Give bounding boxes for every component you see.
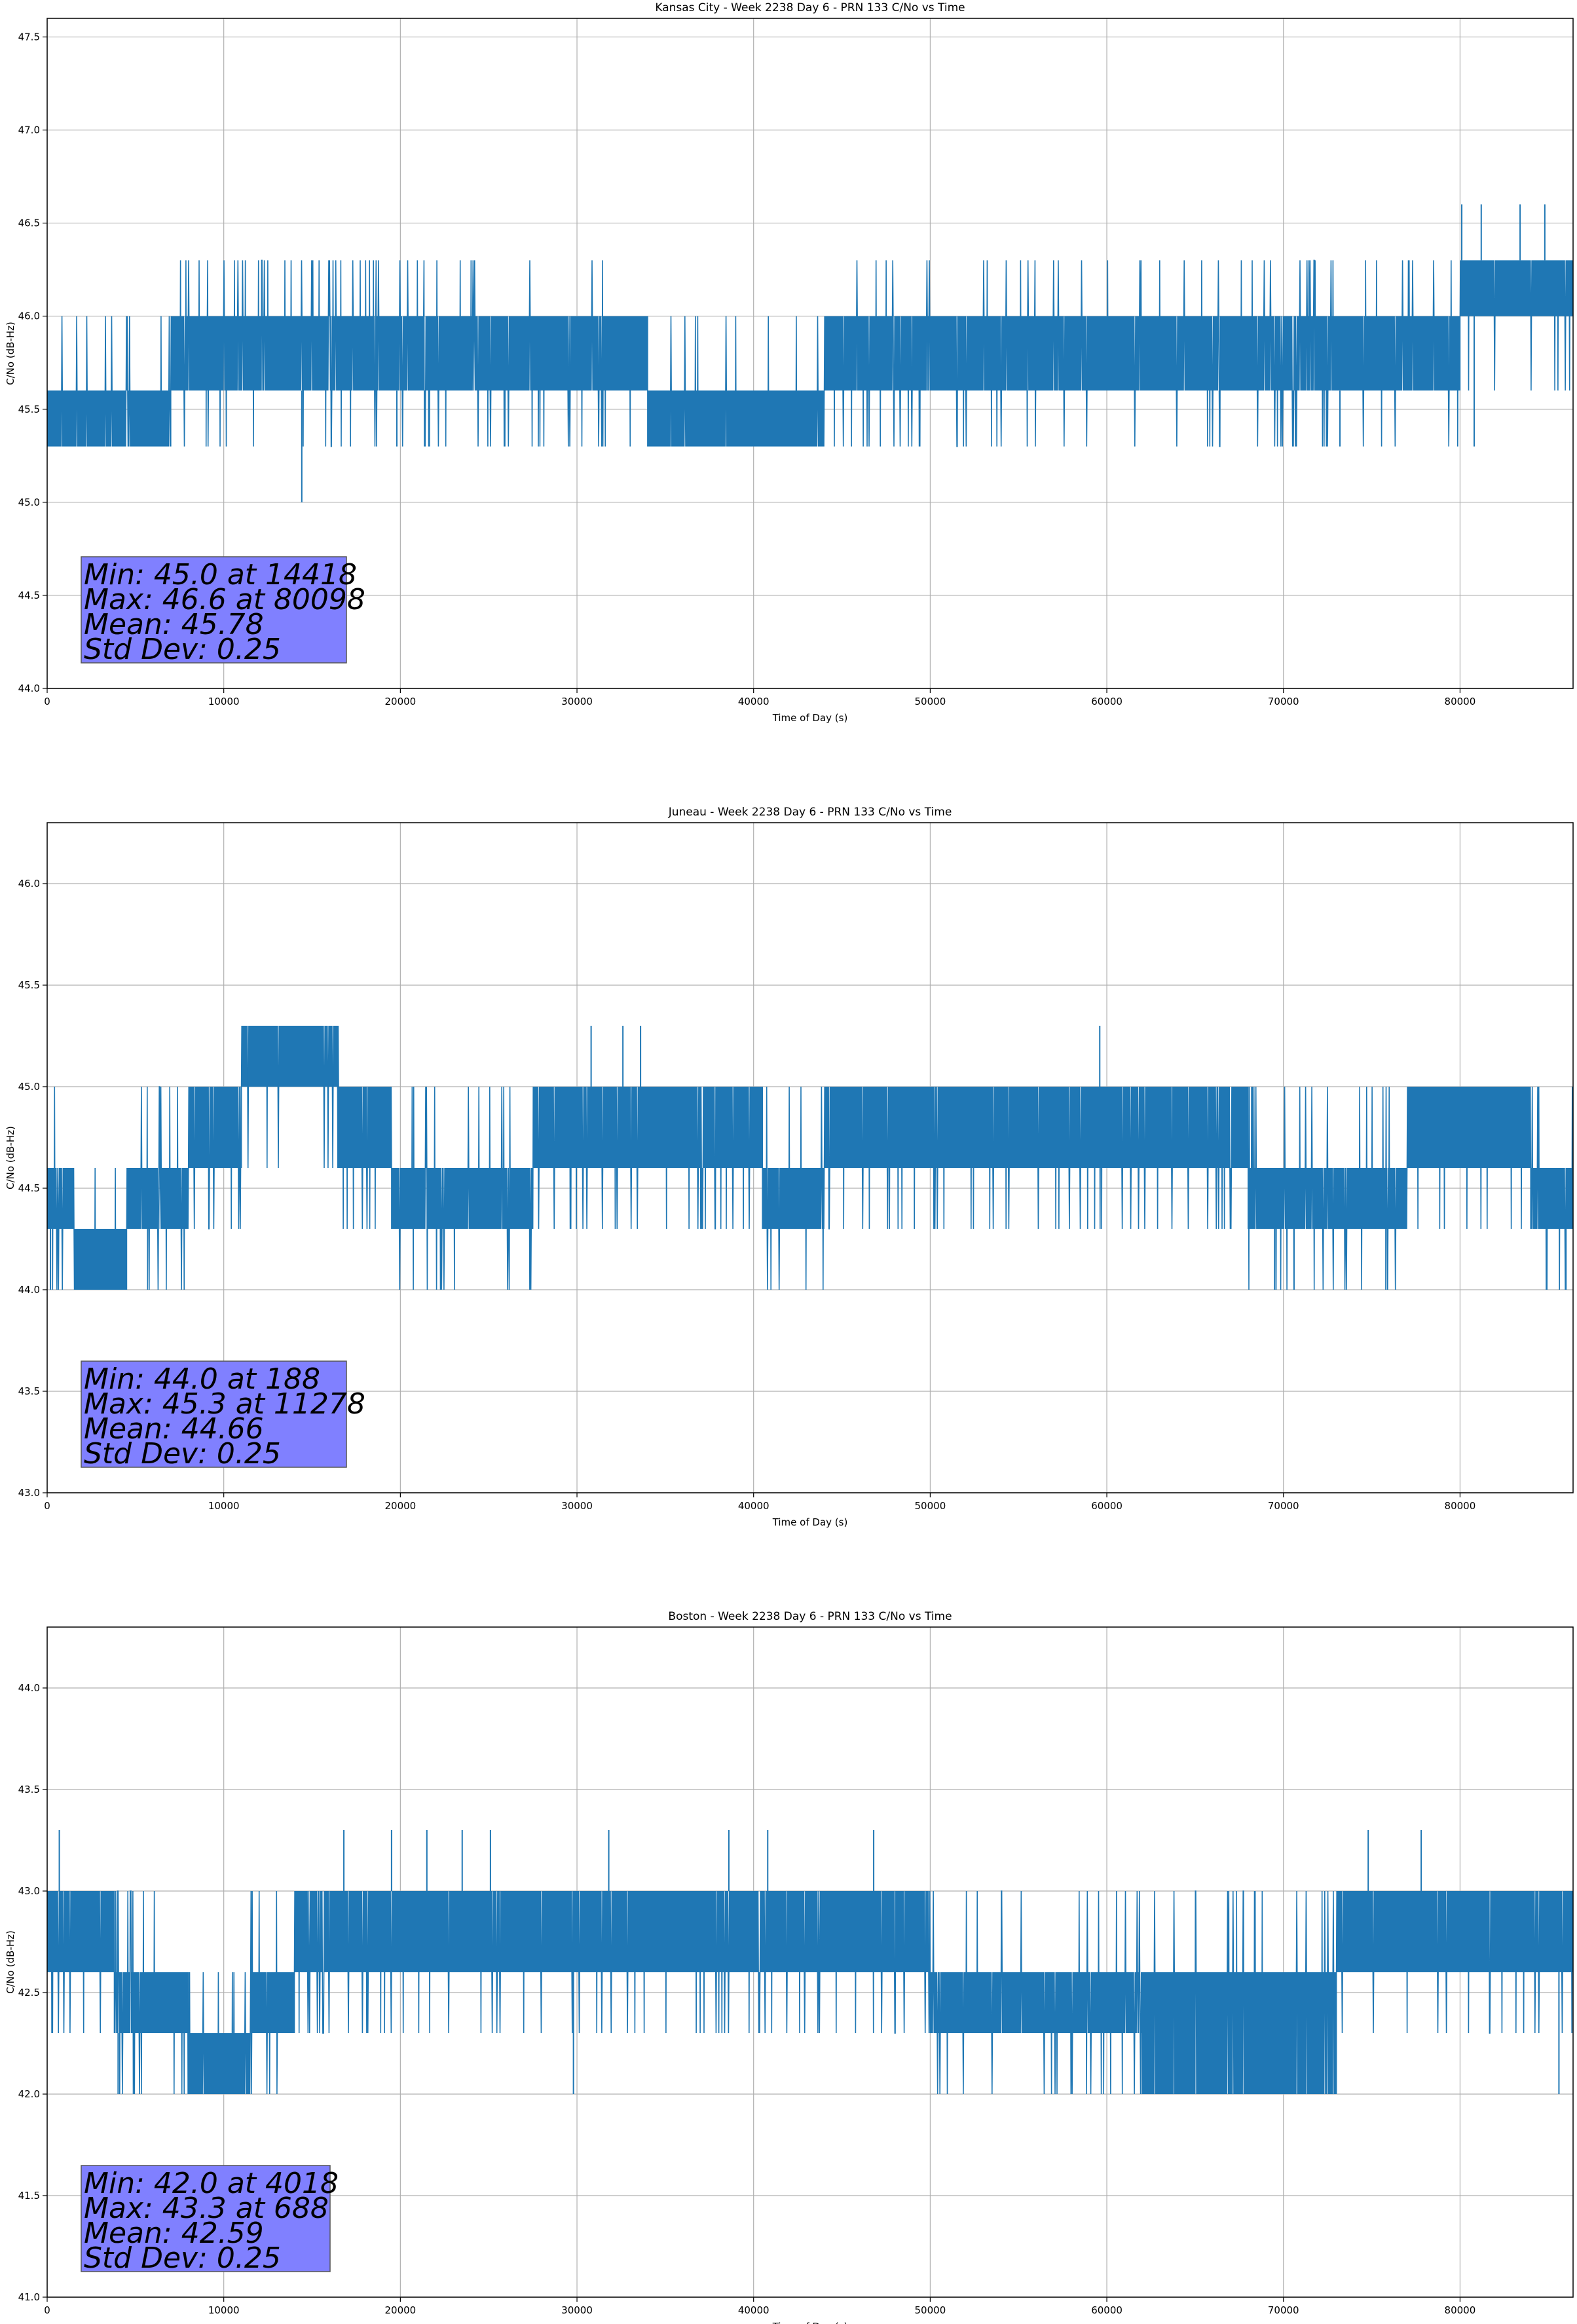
x-tick-label: 80000 <box>1445 1500 1476 1512</box>
y-tick-label: 42.0 <box>18 2088 40 2100</box>
x-tick-label: 70000 <box>1268 696 1299 707</box>
stats-line: Std Dev: 0.25 <box>84 633 281 666</box>
x-tick-label: 60000 <box>1091 696 1122 707</box>
x-tick-label: 70000 <box>1268 2304 1299 2316</box>
x-tick-label: 40000 <box>738 2304 770 2316</box>
stats-line: Min: 44.0 at 188 <box>84 1362 320 1396</box>
y-axis-label: C/No (dB-Hz) <box>5 322 16 385</box>
y-tick-label: 45.5 <box>18 979 40 991</box>
x-axis-label: Time of Day (s) <box>772 1516 848 1528</box>
y-axis-label: C/No (dB-Hz) <box>5 1930 16 1994</box>
y-tick-label: 43.5 <box>18 1784 40 1795</box>
x-tick-label: 40000 <box>738 696 770 707</box>
x-tick-label: 50000 <box>915 2304 946 2316</box>
stats-line: Min: 42.0 at 4018 <box>84 2167 339 2200</box>
y-tick-label: 42.5 <box>18 1987 40 1998</box>
chart-title: Kansas City - Week 2238 Day 6 - PRN 133 … <box>655 1 965 14</box>
y-tick-label: 44.0 <box>18 1682 40 1694</box>
y-tick-label: 44.0 <box>18 683 40 694</box>
x-tick-label: 50000 <box>915 696 946 707</box>
y-axis-label: C/No (dB-Hz) <box>5 1126 16 1190</box>
y-tick-label: 45.5 <box>18 403 40 415</box>
stats-line: Max: 43.3 at 688 <box>84 2192 329 2225</box>
x-tick-label: 30000 <box>561 696 593 707</box>
plot-frame <box>46 822 1574 1493</box>
chart-2: Juneau - Week 2238 Day 6 - PRN 133 C/No … <box>5 806 1574 1528</box>
y-tick-label: 44.5 <box>18 1182 40 1194</box>
series-line <box>47 1890 1573 2095</box>
stats-line: Std Dev: 0.25 <box>84 2241 281 2275</box>
y-tick-label: 46.5 <box>18 217 40 229</box>
x-tick-label: 20000 <box>384 1500 416 1512</box>
x-tick-label: 20000 <box>384 696 416 707</box>
x-tick-label: 0 <box>44 2304 50 2316</box>
x-tick-label: 10000 <box>208 1500 240 1512</box>
y-tick-label: 46.0 <box>18 878 40 890</box>
y-tick-label: 43.0 <box>18 1885 40 1897</box>
x-tick-label: 0 <box>44 1500 50 1512</box>
stats-box <box>81 556 347 664</box>
y-tick-label: 43.5 <box>18 1385 40 1397</box>
x-tick-label: 60000 <box>1091 1500 1122 1512</box>
stats-box <box>81 2165 331 2272</box>
x-tick-label: 80000 <box>1445 2304 1476 2316</box>
y-tick-label: 41.5 <box>18 2190 40 2202</box>
x-tick-label: 70000 <box>1268 1500 1299 1512</box>
y-tick-label: 41.0 <box>18 2291 40 2303</box>
x-tick-label: 60000 <box>1091 2304 1122 2316</box>
chart-title: Boston - Week 2238 Day 6 - PRN 133 C/No … <box>668 1610 952 1623</box>
stats-box <box>81 1360 347 1468</box>
x-tick-label: 0 <box>44 696 50 707</box>
stats-line: Mean: 42.59 <box>84 2217 264 2250</box>
stats-line: Min: 45.0 at 14418 <box>84 558 357 591</box>
x-tick-label: 30000 <box>561 2304 593 2316</box>
x-tick-label: 50000 <box>915 1500 946 1512</box>
chart-3: Boston - Week 2238 Day 6 - PRN 133 C/No … <box>5 1610 1574 2324</box>
x-tick-label: 40000 <box>738 1500 770 1512</box>
chart-1: Kansas City - Week 2238 Day 6 - PRN 133 … <box>5 1 1574 724</box>
x-tick-label: 10000 <box>208 696 240 707</box>
series-line <box>47 1025 1573 1290</box>
plot-frame <box>46 18 1574 689</box>
series-line <box>47 259 1573 447</box>
stats-line: Std Dev: 0.25 <box>84 1437 281 1471</box>
x-axis-label: Time of Day (s) <box>772 712 848 724</box>
y-tick-label: 47.0 <box>18 124 40 136</box>
plot-frame <box>46 1626 1574 2298</box>
y-tick-label: 45.0 <box>18 497 40 508</box>
stats-line: Max: 45.3 at 11278 <box>84 1387 365 1421</box>
y-tick-label: 44.0 <box>18 1284 40 1296</box>
chart-title: Juneau - Week 2238 Day 6 - PRN 133 C/No … <box>668 806 952 819</box>
stats-line: Max: 46.6 at 80098 <box>84 583 365 616</box>
y-tick-label: 46.0 <box>18 310 40 322</box>
x-tick-label: 10000 <box>208 2304 240 2316</box>
x-tick-label: 20000 <box>384 2304 416 2316</box>
x-tick-label: 80000 <box>1445 696 1476 707</box>
y-tick-label: 47.5 <box>18 31 40 43</box>
stats-line: Mean: 45.78 <box>84 608 264 641</box>
x-tick-label: 30000 <box>561 1500 593 1512</box>
y-tick-label: 43.0 <box>18 1487 40 1499</box>
y-tick-label: 44.5 <box>18 590 40 601</box>
x-axis-label: Time of Day (s) <box>772 2321 848 2324</box>
stats-line: Mean: 44.66 <box>84 1412 264 1446</box>
y-tick-label: 45.0 <box>18 1081 40 1093</box>
